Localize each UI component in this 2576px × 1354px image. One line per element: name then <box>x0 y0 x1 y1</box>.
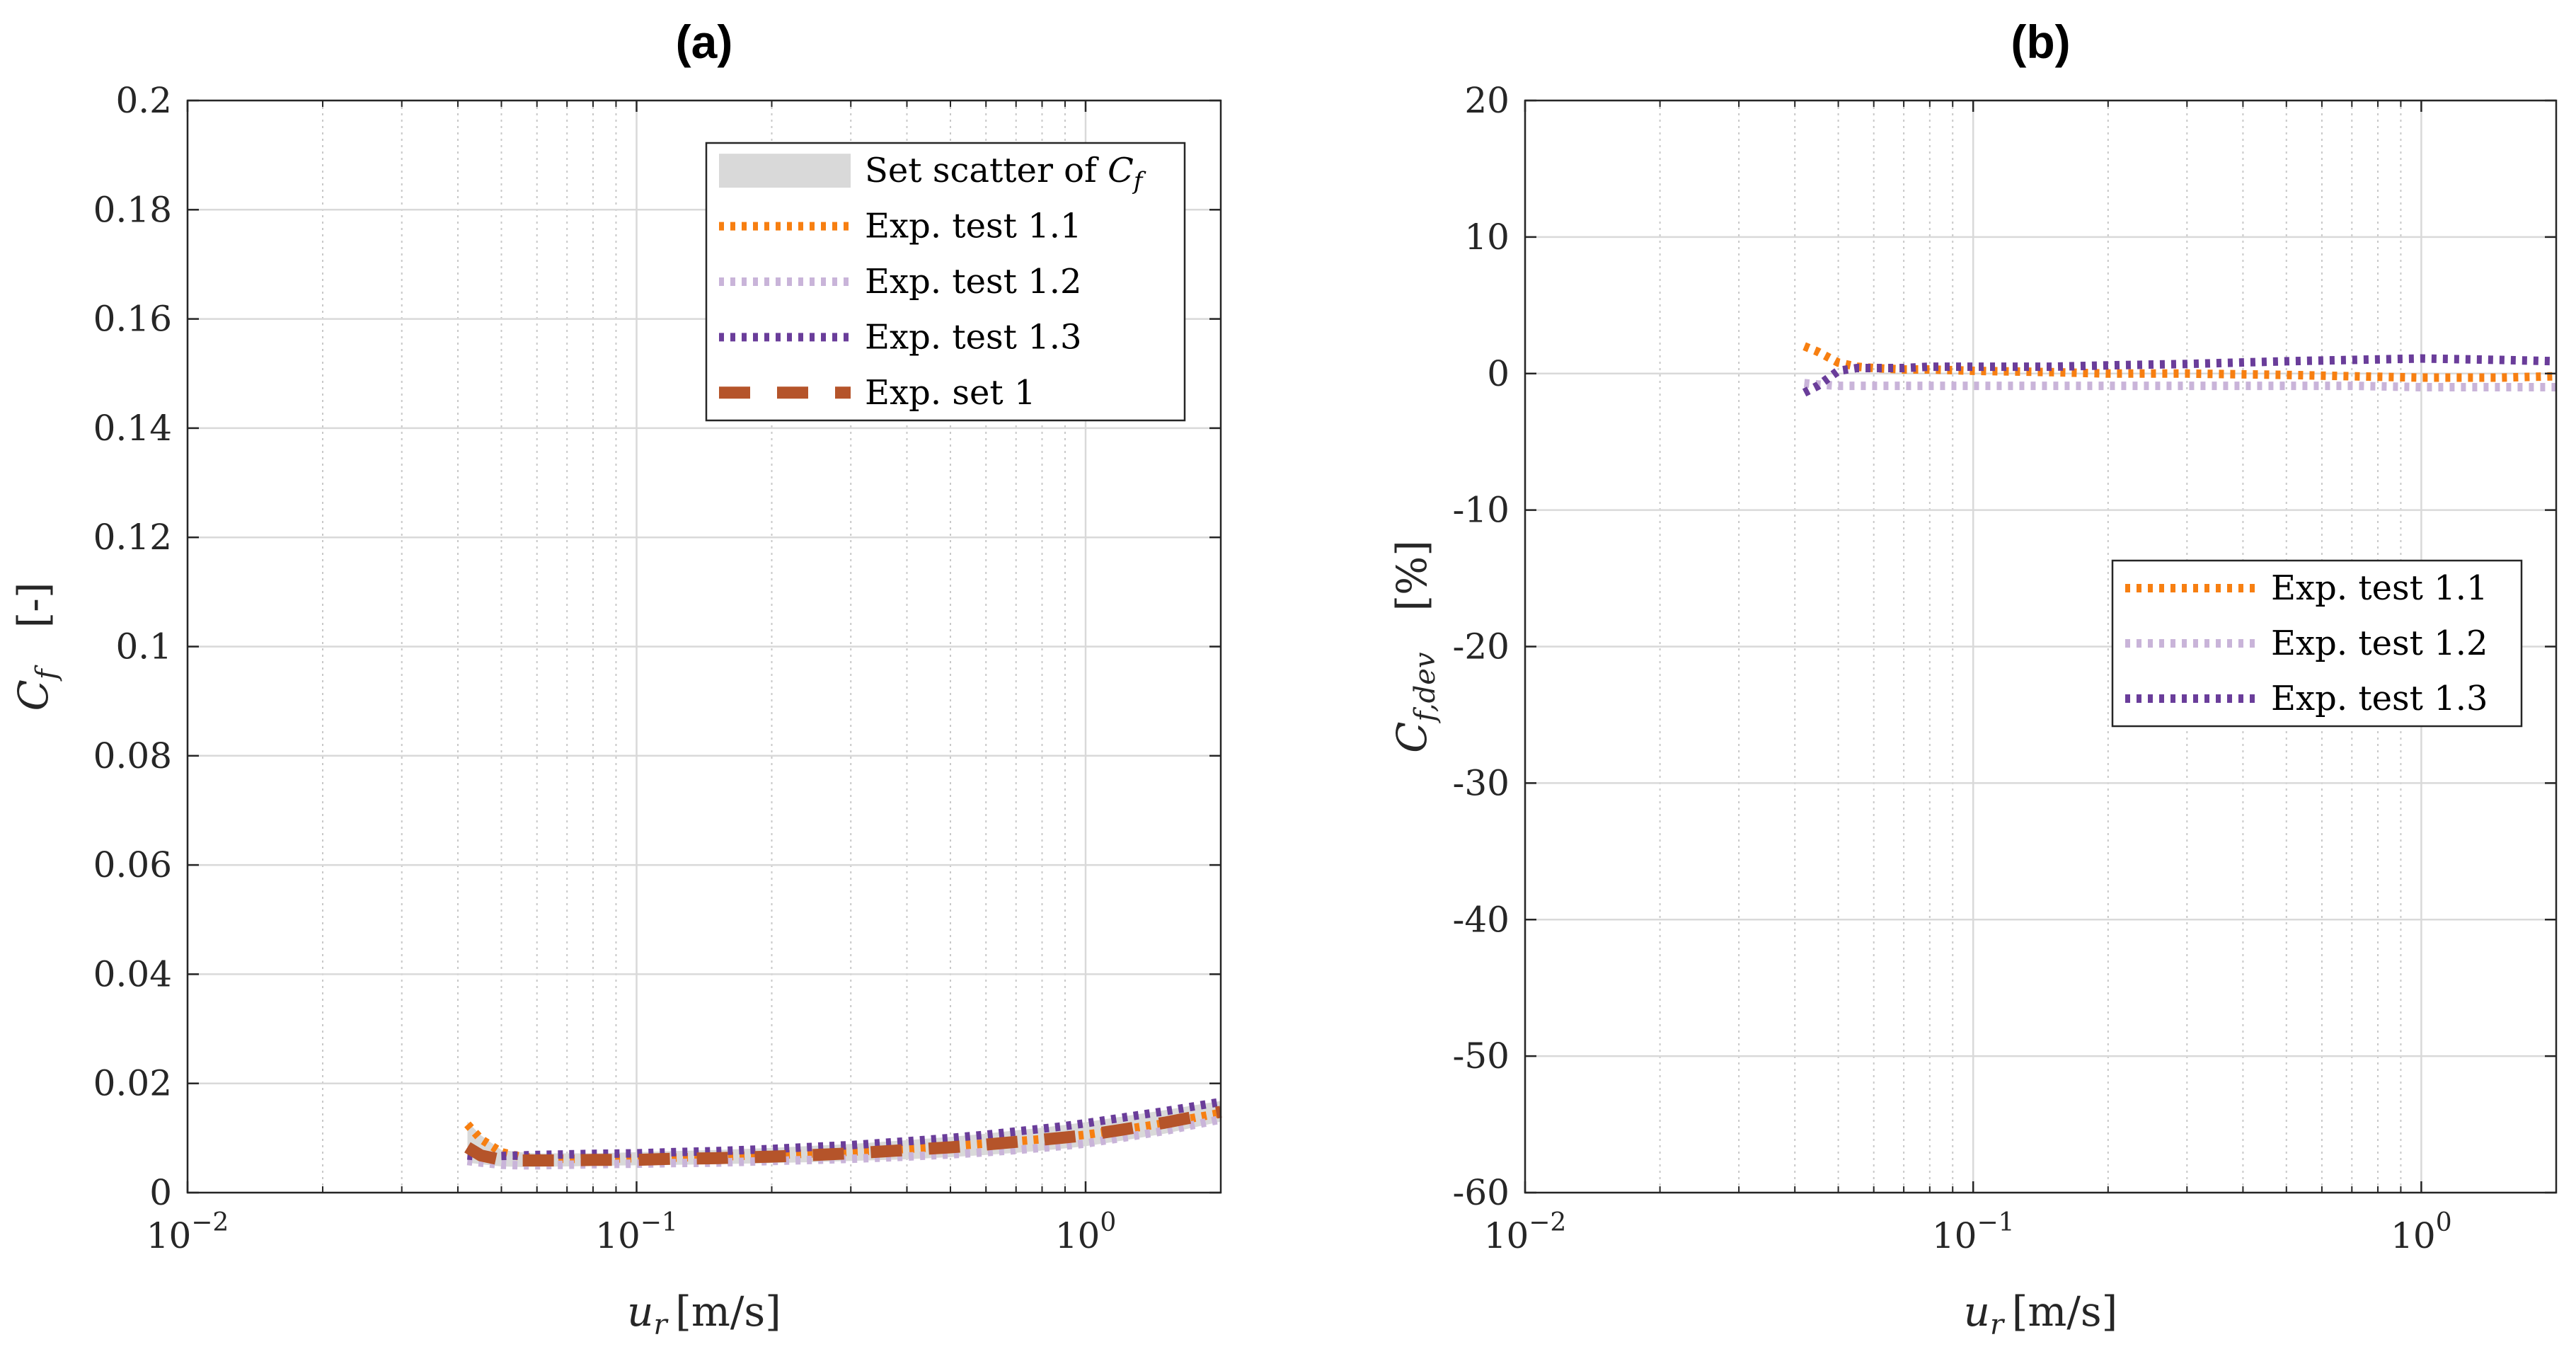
legend-label: Exp. test 1.3 <box>2271 679 2488 718</box>
x-axis-label: ur [m/s] <box>627 1287 781 1341</box>
y-axis-var: C <box>9 679 57 711</box>
y-tick-label: 0 <box>149 1172 172 1213</box>
x-tick-base: 10 <box>2391 1215 2436 1256</box>
x-tick-label: 100 <box>2391 1208 2452 1256</box>
x-tick-label: 100 <box>1055 1208 1117 1256</box>
scatter-band <box>467 1101 1221 1167</box>
chart-panel-a: 10−2 10−1 10000.020.040.060.080.10.120.140… <box>9 16 1222 1341</box>
y-tick-label: -40 <box>1452 899 1510 940</box>
x-tick-base: 10 <box>1484 1215 1529 1256</box>
y-tick-label: -20 <box>1452 626 1510 667</box>
x-tick-base: 10 <box>1932 1215 1977 1256</box>
legend-label: Exp. test 1.1 <box>2271 568 2488 608</box>
x-tick-exponent: −2 <box>1529 1208 1566 1237</box>
y-tick-label: 0.14 <box>93 408 172 449</box>
series-line-exp-set-1 <box>464 1106 1222 1166</box>
chart-panel-b: 10−2 10−1 100-60-50-40-30-20-1001020(b)ur … <box>1388 16 2558 1341</box>
y-tick-label: 10 <box>1464 217 1510 258</box>
legend-label: Exp. test 1.3 <box>865 317 1082 357</box>
x-axis-var: u <box>627 1287 653 1336</box>
y-tick-label: -30 <box>1452 762 1510 803</box>
x-axis-sub: r <box>1990 1309 2006 1341</box>
legend-box <box>705 142 1186 422</box>
legend-label: Exp. test 1.1 <box>865 207 1082 246</box>
x-axis-label: ur [m/s] <box>1964 1287 2118 1341</box>
x-tick-label: 10−1 <box>595 1208 678 1256</box>
y-tick-label: 20 <box>1464 80 1510 121</box>
series-line-exp-test-1-1 <box>1802 342 2557 382</box>
x-tick-exponent: 0 <box>1100 1208 1116 1237</box>
x-tick-exponent: −2 <box>191 1208 229 1237</box>
legend-label: Set scatter of Cf <box>865 151 1146 195</box>
y-tick-label: 0.06 <box>93 844 172 885</box>
x-tick-exponent: −1 <box>640 1208 678 1237</box>
y-tick-label: 0.18 <box>93 189 172 230</box>
y-axis-var: C <box>1388 721 1436 752</box>
x-tick-base: 10 <box>1055 1215 1100 1256</box>
legend-swatch-scatter-band <box>719 154 851 188</box>
y-tick-label: 0.1 <box>115 626 172 667</box>
x-tick-base: 10 <box>146 1215 192 1256</box>
x-tick-base: 10 <box>595 1215 640 1256</box>
legend-label: Exp. test 1.2 <box>865 262 1082 302</box>
legend-label-var: C <box>1108 151 1134 190</box>
x-axis-unit: [m/s] <box>667 1287 781 1336</box>
x-tick-label: 10−2 <box>1484 1208 1567 1256</box>
y-tick-label: -60 <box>1452 1172 1510 1213</box>
y-axis-sub: f,dev <box>1409 652 1442 723</box>
panel-title: (b) <box>2011 16 2070 68</box>
y-tick-label: -10 <box>1452 490 1510 531</box>
y-tick-label: 0.2 <box>115 80 172 121</box>
panel-title: (a) <box>676 16 733 68</box>
y-axis-label: Cf [-] <box>9 582 63 711</box>
legend-label-text: Set scatter of <box>865 151 1108 190</box>
y-tick-label: 0.02 <box>93 1063 172 1104</box>
legend-label: Exp. test 1.2 <box>2271 624 2488 663</box>
x-axis-var: u <box>1964 1287 1990 1336</box>
y-tick-label: 0.12 <box>93 517 172 558</box>
legend: Set scatter of Cf Exp. test 1.1 Exp. test … <box>705 142 1186 422</box>
series-line-exp-test-1-2 <box>1804 379 2556 391</box>
x-tick-exponent: −1 <box>1977 1208 2014 1237</box>
y-axis-unit: [-] <box>9 582 57 669</box>
y-tick-label: 0.04 <box>93 953 172 994</box>
y-axis-unit: [%] <box>1388 540 1436 652</box>
x-tick-label: 10−2 <box>146 1208 229 1256</box>
legend-box <box>2111 559 2523 728</box>
x-tick-exponent: 0 <box>2436 1208 2452 1237</box>
legend-label: Exp. set 1 <box>865 373 1035 413</box>
x-axis-unit: [m/s] <box>2003 1287 2117 1336</box>
y-tick-label: 0.16 <box>93 299 172 340</box>
series-line-exp-test-1-3 <box>1802 354 2557 397</box>
legend: Exp. test 1.1 Exp. test 1.2 Exp. test 1.3 <box>2111 559 2523 728</box>
y-axis-label: Cf,dev [%] <box>1388 540 1442 753</box>
x-axis-sub: r <box>654 1309 669 1341</box>
y-tick-label: 0.08 <box>93 735 172 776</box>
x-tick-label: 10−1 <box>1932 1208 2015 1256</box>
y-tick-label: 0 <box>1487 353 1510 394</box>
y-tick-label: -50 <box>1452 1035 1510 1077</box>
